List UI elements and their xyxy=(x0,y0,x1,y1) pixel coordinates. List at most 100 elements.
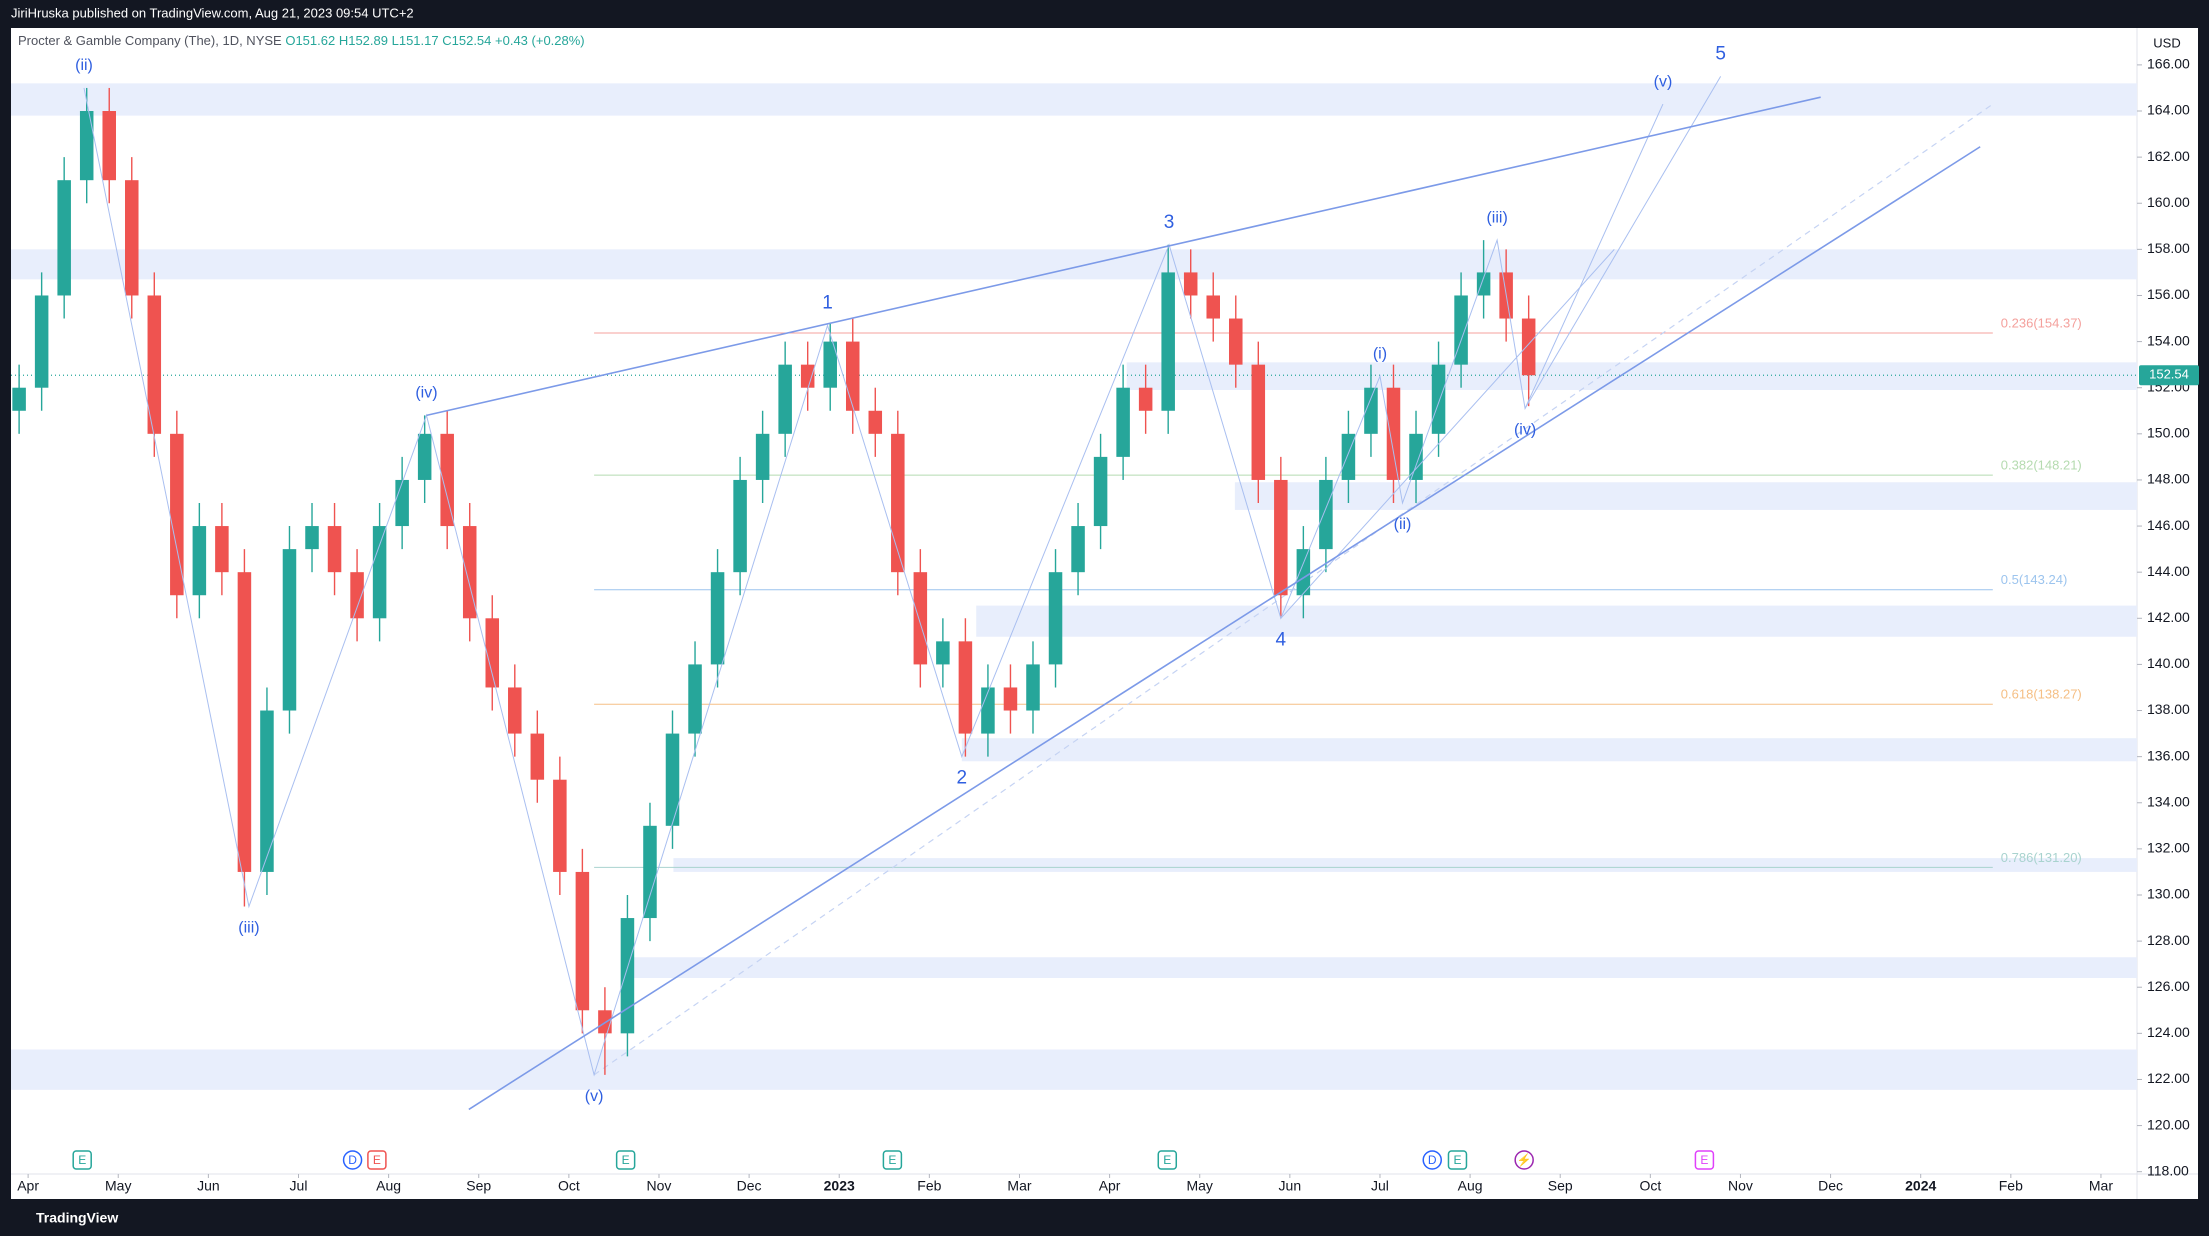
event-icon xyxy=(615,1150,636,1170)
footer: TradingView xyxy=(36,1210,118,1226)
wave-label: (iii) xyxy=(238,920,259,937)
zone xyxy=(961,738,2138,762)
candle-body xyxy=(958,641,973,734)
candle-body xyxy=(688,664,702,734)
candle-body xyxy=(215,526,229,573)
candle-body xyxy=(936,641,950,665)
zone xyxy=(11,1049,2137,1090)
candle-body xyxy=(1093,456,1108,527)
y-tick-label: 166.00 xyxy=(2147,56,2190,72)
x-tick-label: Mar xyxy=(1007,1178,1031,1194)
y-tick-label: 156.00 xyxy=(2147,286,2190,302)
fib-label: 0.236(154.37) xyxy=(2001,315,2082,330)
candle-body xyxy=(665,733,680,826)
candle-body xyxy=(57,180,71,296)
wave-label: (iv) xyxy=(1514,422,1536,439)
candle-body xyxy=(1274,479,1288,596)
candle-body xyxy=(485,618,500,688)
wave-label: (ii) xyxy=(1394,516,1412,533)
candle-body xyxy=(1386,387,1401,480)
candle-body xyxy=(1138,387,1153,411)
event-icon xyxy=(1422,1150,1442,1170)
y-tick-label: 140.00 xyxy=(2147,655,2190,671)
wave-label: 4 xyxy=(1276,629,1287,650)
legend-item: C152.54 xyxy=(442,33,491,48)
event-icon xyxy=(367,1150,387,1170)
candle-body xyxy=(192,526,207,596)
x-tick-label: Sep xyxy=(466,1178,491,1194)
candle-body xyxy=(891,433,905,573)
candle-body xyxy=(1431,364,1446,434)
y-tick-label: 160.00 xyxy=(2147,194,2190,210)
x-tick-label: Apr xyxy=(17,1178,39,1194)
candle-body xyxy=(102,111,116,181)
fib-label: 0.5(143.24) xyxy=(2001,572,2067,587)
candle-body xyxy=(1251,364,1266,480)
candle-body xyxy=(305,526,319,550)
event-icon xyxy=(1514,1150,1534,1170)
candle-body xyxy=(125,180,139,296)
x-tick-label: 2023 xyxy=(824,1178,855,1194)
y-tick-label: 122.00 xyxy=(2147,1070,2190,1086)
event-icon xyxy=(342,1150,363,1170)
candle-body xyxy=(1364,387,1378,434)
wave-label: (v) xyxy=(585,1088,604,1105)
y-tick-label: 132.00 xyxy=(2147,840,2190,856)
event-icon xyxy=(1694,1150,1715,1170)
wave-label: 1 xyxy=(822,292,833,313)
wave-label: (iv) xyxy=(415,385,437,402)
x-tick-label: May xyxy=(1186,1178,1212,1194)
x-tick-label: Nov xyxy=(1728,1178,1753,1194)
y-tick-label: 118.00 xyxy=(2147,1162,2189,1178)
x-tick-label: 2024 xyxy=(1905,1178,1936,1194)
event-label: E xyxy=(1163,1153,1171,1167)
fib-label: 0.382(148.21) xyxy=(2001,458,2082,473)
candle-body xyxy=(417,433,432,480)
x-tick-label: Sep xyxy=(1548,1178,1573,1194)
x-tick-label: Jul xyxy=(1371,1178,1389,1194)
dashed-trend-line xyxy=(593,103,1994,1076)
candle-body xyxy=(1319,479,1333,550)
candle-body xyxy=(643,825,657,919)
zone xyxy=(976,605,2138,637)
candle-body xyxy=(1003,687,1018,711)
wave-label: (v) xyxy=(1654,73,1673,90)
candle-body xyxy=(823,341,837,388)
event-label: E xyxy=(1453,1153,1461,1167)
wave-line xyxy=(426,96,1821,417)
zone xyxy=(633,957,2137,979)
price-tag-bg xyxy=(2139,365,2199,386)
y-tick-label: 136.00 xyxy=(2147,747,2190,763)
candle-body xyxy=(350,572,364,619)
candle-body xyxy=(1071,526,1085,573)
y-tick-label: 144.00 xyxy=(2147,563,2190,579)
candle-body xyxy=(1296,549,1311,596)
x-tick-label: Dec xyxy=(737,1178,762,1194)
event-label: E xyxy=(373,1153,381,1167)
header: JiriHruska published on TradingView.com,… xyxy=(11,5,414,20)
fib-label: 0.618(138.27) xyxy=(2001,687,2082,702)
candle-body xyxy=(530,733,545,780)
x-tick-label: May xyxy=(105,1178,131,1194)
x-tick-label: Aug xyxy=(376,1178,401,1194)
y-tick-label: 146.00 xyxy=(2147,517,2190,533)
event-icon xyxy=(1447,1150,1468,1170)
wave-label: 3 xyxy=(1164,212,1175,233)
x-tick-label: Jul xyxy=(290,1178,308,1194)
candle-body xyxy=(282,549,297,711)
candle-body xyxy=(1116,387,1130,457)
candle-body xyxy=(1476,272,1491,296)
candle-body xyxy=(372,526,387,619)
candle-body xyxy=(1206,295,1220,319)
candle-body xyxy=(1521,318,1536,376)
x-tick-label: Jun xyxy=(1279,1178,1302,1194)
x-tick-label: Mar xyxy=(2089,1178,2113,1194)
candle-body xyxy=(79,111,94,181)
y-tick-label: 150.00 xyxy=(2147,425,2190,441)
y-tick-label: 164.00 xyxy=(2147,102,2190,118)
y-tick-label: 148.00 xyxy=(2147,471,2190,487)
y-tick-label: 154.00 xyxy=(2147,332,2190,348)
candle-body xyxy=(508,687,522,734)
event-label: E xyxy=(622,1153,630,1167)
price-tag: 152.54 xyxy=(2149,367,2189,382)
